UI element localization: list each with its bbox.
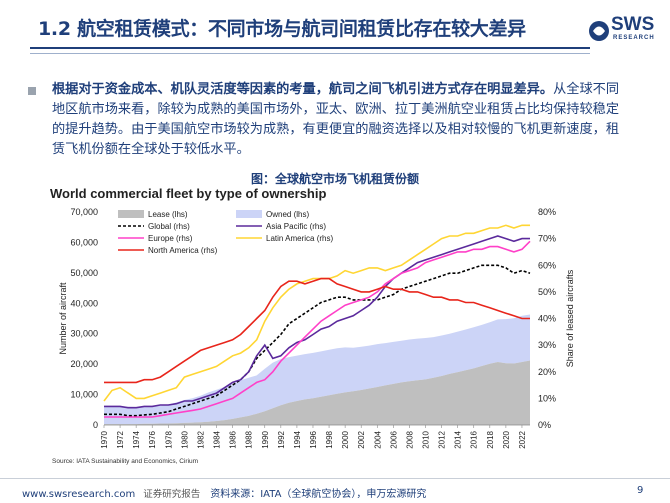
y-left-tick-label: 20,000 (70, 359, 98, 369)
x-tick-label: 1984 (213, 430, 222, 448)
footer-rule (0, 478, 670, 479)
x-tick-label: 2006 (389, 430, 398, 448)
x-tick-label: 1986 (229, 430, 238, 448)
y-left-tick-label: 70,000 (70, 207, 98, 217)
logo-text: SWS (611, 14, 655, 35)
x-tick-label: 1998 (325, 430, 334, 448)
legend-label: North America (rhs) (148, 246, 218, 255)
x-tick-label: 1996 (309, 430, 318, 448)
y-right-tick-label: 30% (538, 340, 556, 350)
summary-paragraph: 根据对于资金成本、机队灵活度等因素的考量，航司之间飞机引进方式存在明显差异。从全… (52, 80, 632, 160)
footer-website-link[interactable]: www.swsresearch.com (22, 489, 136, 500)
x-tick-label: 2020 (502, 430, 511, 448)
bullet-square-icon (28, 87, 36, 95)
y-left-tick-label: 50,000 (70, 268, 98, 278)
sws-logo-icon (589, 21, 609, 41)
series-line-north-america-rhs (104, 277, 530, 384)
summary-body-text: 从全球不同地区航市场来看，除较为成熟的美国市场外，亚太、欧洲、拉丁美洲航空业租赁… (52, 82, 620, 157)
x-tick-label: 1982 (196, 430, 205, 448)
legend-label: Europe (rhs) (148, 234, 193, 243)
y-right-axis-title: Share of leased aircrafts (565, 269, 575, 367)
y-right-tick-label: 40% (538, 314, 556, 324)
x-tick-label: 2018 (486, 430, 495, 448)
chart-title: World commercial fleet by type of owners… (50, 186, 327, 201)
y-left-tick-label: 60,000 (70, 237, 98, 247)
x-tick-label: 1988 (245, 430, 254, 448)
title-rule (30, 47, 590, 49)
y-right-tick-label: 60% (538, 260, 556, 270)
x-tick-label: 1980 (180, 430, 189, 448)
page-title: 1.2 航空租赁模式：不同市场与航司间租赁比存在较大差异 (38, 18, 526, 40)
x-tick-label: 2004 (373, 430, 382, 448)
figure-caption: 图：全球航空市场飞机租赁份额 (250, 172, 419, 186)
x-tick-label: 1972 (116, 430, 125, 448)
y-right-tick-label: 80% (538, 207, 556, 217)
summary-bold-sentence: 根据对于资金成本、机队灵活度等因素的考量，航司之间飞机引进方式存在明显差异。 (52, 82, 554, 97)
legend-label: Lease (lhs) (148, 210, 188, 219)
legend-label: Latin America (rhs) (266, 234, 333, 243)
x-tick-label: 2000 (341, 430, 350, 448)
lease-area (104, 360, 530, 425)
x-tick-label: 1976 (148, 430, 157, 448)
series-line-asia-pacific-rhs (104, 235, 530, 409)
x-tick-label: 1974 (132, 430, 141, 448)
x-tick-label: 2002 (357, 430, 366, 448)
fleet-ownership-chart: 0 10,000 20,000 30,000 40,000 50,000 60,000 70,… (58, 207, 575, 449)
title-rule-thin (30, 53, 590, 54)
x-tick-label: 2022 (518, 430, 527, 448)
page-footer: www.swsresearch.com 证券研究报告 资料来源：IATA（全球航空协… (22, 485, 426, 500)
legend-label: Asia Pacific (rhs) (266, 222, 326, 231)
x-tick-label: 2012 (438, 430, 447, 448)
y-right-tick-label: 20% (538, 367, 556, 377)
footer-report-type: 证券研究报告 (143, 489, 201, 500)
y-left-tick-label: 40,000 (70, 298, 98, 308)
x-tick-label: 1978 (164, 430, 173, 448)
page-header: 1.2 航空租赁模式：不同市场与航司间租赁比存在较大差异 SWS RESEARC… (0, 0, 670, 62)
legend-swatch (236, 210, 262, 218)
legend-label: Owned (lhs) (266, 210, 309, 219)
x-tick-label: 2010 (422, 430, 431, 448)
x-tick-label: 1990 (261, 430, 270, 448)
x-tick-label: 1970 (100, 430, 109, 448)
series-line-global-rhs (104, 264, 531, 417)
y-right-tick-label: 70% (538, 234, 556, 244)
page-number: 9 (637, 485, 644, 496)
footer-data-source: 资料来源：IATA（全球航空协会），申万宏源研究 (210, 489, 427, 500)
y-right-tick-label: 50% (538, 287, 556, 297)
series-line-latin-america-rhs (103, 224, 530, 402)
y-right-tick-label: 0% (538, 420, 551, 430)
owned-area (104, 314, 530, 425)
x-tick-label: 1992 (277, 430, 286, 448)
x-tick-label: 1994 (293, 430, 302, 448)
x-tick-label: 2008 (405, 430, 414, 448)
y-left-tick-label: 0 (93, 420, 98, 430)
y-left-axis-title: Number of aircraft (58, 282, 68, 355)
series-line-europe-rhs (104, 240, 531, 418)
legend-label: Global (rhs) (148, 222, 190, 231)
legend-swatch (118, 210, 144, 218)
x-tick-label: 2014 (454, 430, 463, 448)
chart-source: Source: IATA Sustainability and Economic… (52, 458, 199, 465)
y-left-tick-label: 10,000 (70, 390, 98, 400)
y-left-tick-label: 30,000 (70, 329, 98, 339)
y-right-tick-label: 10% (538, 393, 556, 403)
x-tick-label: 2016 (470, 430, 479, 448)
logo-subtext: RESEARCH (613, 35, 655, 41)
